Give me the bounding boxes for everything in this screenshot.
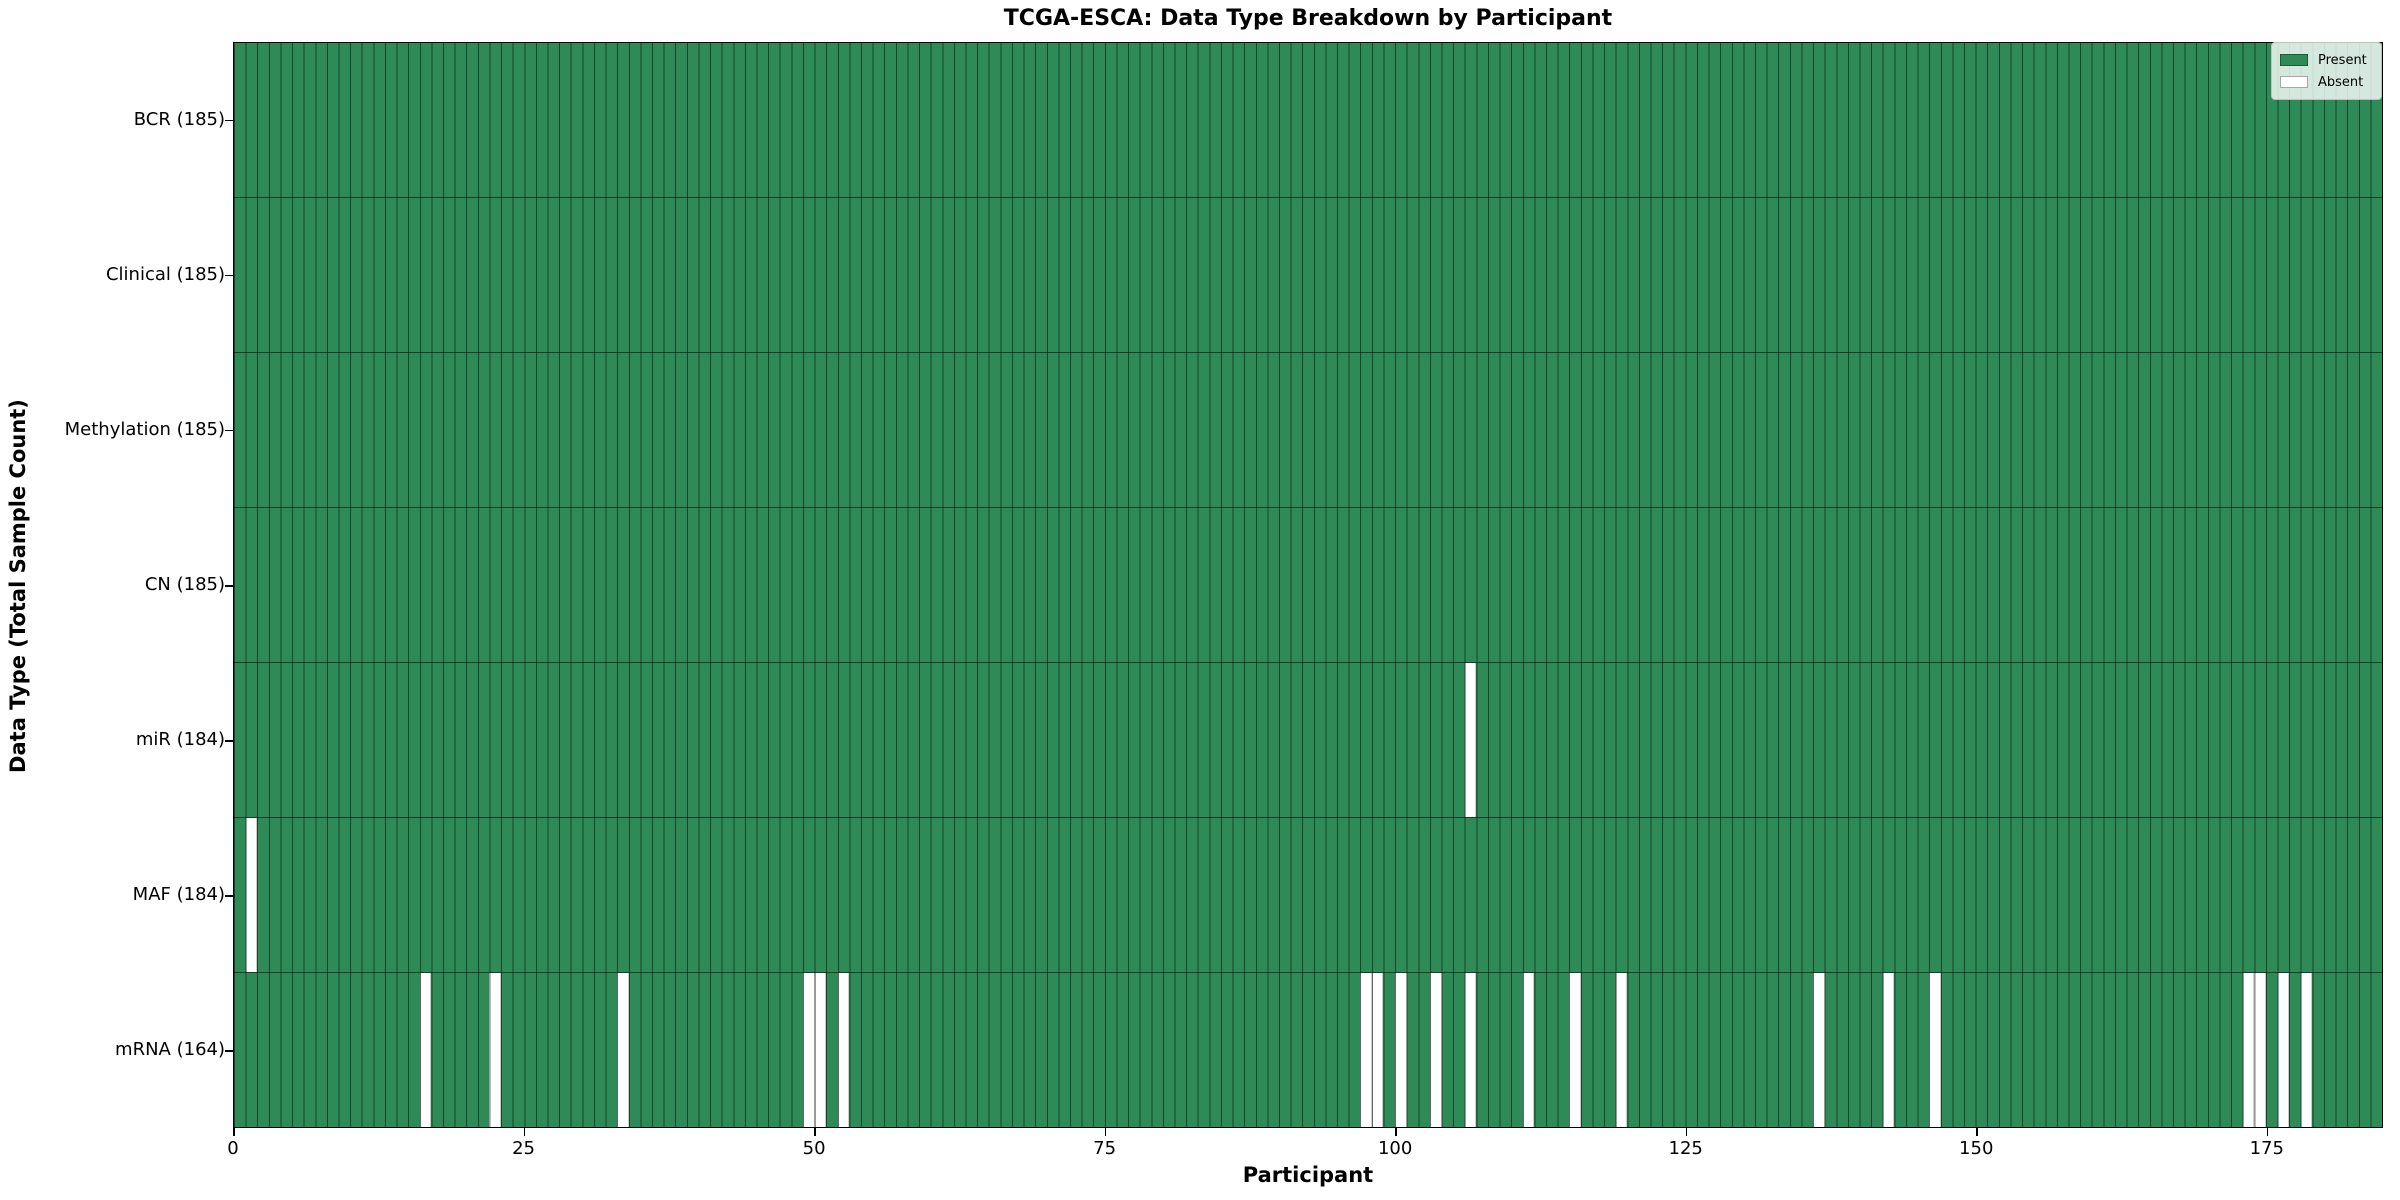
y-tick-label: Methylation (185)	[64, 418, 225, 440]
legend-present-label: Present	[2318, 52, 2367, 68]
legend-absent-label: Absent	[2318, 74, 2364, 90]
y-tick-mark	[225, 274, 233, 277]
x-axis-title: Participant	[1242, 1163, 1374, 1187]
plot-area	[233, 42, 2383, 1128]
legend-item-present: Present	[2280, 49, 2373, 71]
x-tick-label: 25	[512, 1138, 535, 1159]
y-tick-mark	[225, 119, 233, 122]
x-tick-label: 100	[1377, 1138, 1413, 1159]
legend: Present Absent	[2271, 42, 2382, 100]
x-tick-label: 50	[802, 1138, 826, 1159]
x-tick-mark	[2266, 1128, 2269, 1136]
x-tick-label: 75	[1093, 1138, 1117, 1159]
y-tick-label: miR (184)	[135, 729, 225, 751]
x-tick-mark	[814, 1128, 816, 1136]
x-tick-mark	[1685, 1128, 1688, 1136]
y-tick-mark	[225, 740, 233, 742]
x-tick-label: 125	[1668, 1138, 1703, 1159]
x-tick-mark	[1395, 1128, 1397, 1136]
present-swatch-icon	[2280, 54, 2308, 66]
x-tick-label: 175	[2249, 1138, 2284, 1159]
y-tick-label: Clinical (185)	[105, 263, 225, 285]
x-tick-label: 150	[1959, 1138, 1994, 1159]
y-tick-mark	[225, 429, 233, 432]
x-tick-mark	[233, 1128, 235, 1136]
absent-swatch-icon	[2280, 76, 2308, 88]
participant-gridlines	[234, 43, 2382, 1127]
y-tick-label: BCR (185)	[133, 108, 225, 130]
y-tick-label: CN (185)	[144, 574, 225, 595]
x-tick-label: 0	[227, 1138, 239, 1159]
chart-title: TCGA-ESCA: Data Type Breakdown by Partic…	[1003, 6, 1613, 31]
y-tick-mark	[225, 585, 233, 587]
legend-item-absent: Absent	[2280, 71, 2373, 93]
x-tick-mark	[523, 1128, 526, 1136]
y-tick-label: MAF (184)	[132, 884, 225, 906]
y-tick-mark	[225, 1050, 233, 1052]
x-tick-mark	[1104, 1128, 1107, 1136]
x-tick-mark	[1976, 1128, 1978, 1136]
y-tick-mark	[225, 895, 233, 897]
y-tick-label: mRNA (164)	[115, 1039, 225, 1061]
